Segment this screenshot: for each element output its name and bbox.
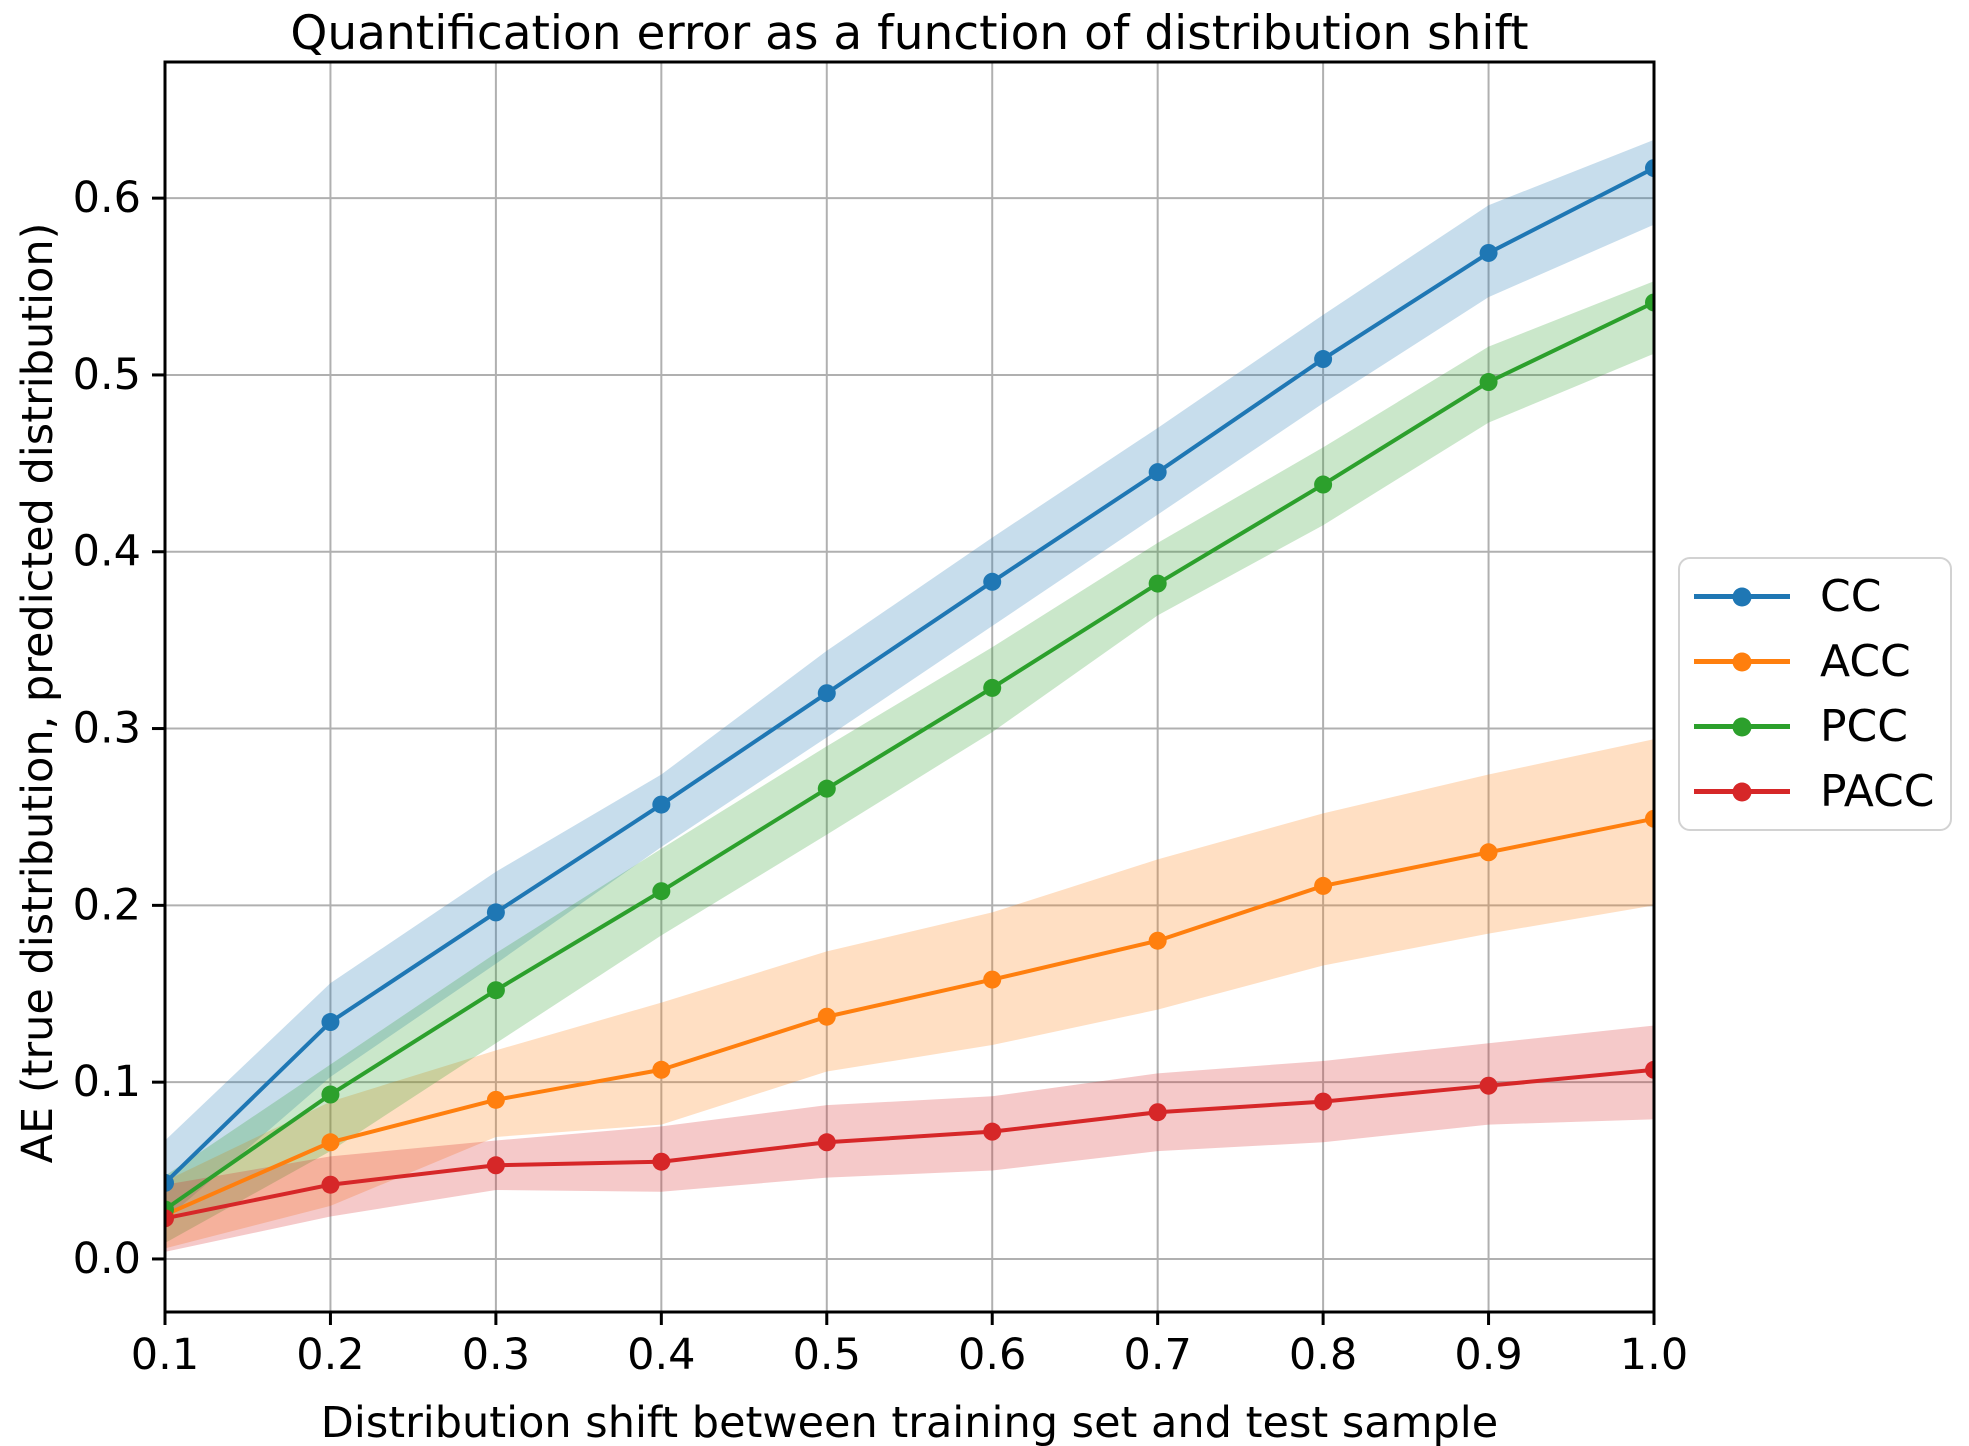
y-tick-label: 0.3 [73, 704, 141, 754]
marker-pacc [1479, 1076, 1498, 1095]
y-tick-label: 0.4 [73, 527, 141, 577]
marker-pcc [817, 779, 836, 798]
x-tick-label: 0.4 [627, 1330, 695, 1380]
marker-pcc [1479, 373, 1498, 392]
legend-line-sample [1694, 782, 1790, 801]
y-tick-label: 0.0 [73, 1234, 141, 1284]
x-tick-label: 0.5 [793, 1330, 861, 1380]
legend-marker-dot [1732, 782, 1752, 801]
legend-marker-dot [1732, 652, 1752, 671]
marker-cc [486, 903, 505, 922]
x-tick-label: 0.3 [462, 1330, 530, 1380]
marker-acc [1314, 876, 1333, 895]
x-tick-label: 0.2 [296, 1330, 364, 1380]
marker-pacc [1314, 1092, 1333, 1111]
legend-label: CC [1820, 571, 1882, 622]
marker-pcc [1314, 475, 1333, 494]
marker-acc [1479, 843, 1498, 862]
marker-acc [652, 1060, 671, 1079]
marker-pacc [321, 1175, 340, 1194]
marker-pacc [1148, 1103, 1167, 1122]
x-axis-label: Distribution shift between training set … [320, 1398, 1499, 1446]
marker-pacc [817, 1133, 836, 1152]
band-cc [165, 139, 1654, 1221]
marker-cc [165, 1173, 174, 1192]
y-tick-label: 0.2 [73, 880, 141, 930]
axes-spines [163, 60, 1656, 1314]
marker-pacc [652, 1152, 671, 1171]
legend-item-cc: CC [1694, 564, 1950, 629]
marker-cc [321, 1013, 340, 1032]
marker-pcc [486, 981, 505, 1000]
marker-pacc [486, 1156, 505, 1175]
marker-cc [817, 684, 836, 703]
x-tick-label: 0.6 [958, 1330, 1026, 1380]
marker-cc [652, 795, 671, 814]
marker-pcc [652, 882, 671, 901]
line-pcc [165, 300, 1654, 1212]
line-cc [165, 166, 1654, 1185]
marker-acc [817, 1007, 836, 1026]
marker-pcc [1645, 293, 1654, 312]
legend-line-sample [1694, 652, 1790, 671]
marker-acc [1645, 809, 1654, 828]
series-cc [165, 159, 1654, 1192]
legend-label: ACC [1820, 636, 1911, 687]
legend-item-pacc: PACC [1694, 759, 1950, 824]
x-tick-label: 0.1 [131, 1330, 199, 1380]
legend-label: PCC [1820, 701, 1908, 752]
marker-pcc [1148, 574, 1167, 593]
marker-acc [486, 1090, 505, 1109]
x-tick-label: 0.8 [1289, 1330, 1357, 1380]
legend-marker-dot [1732, 717, 1752, 736]
marker-cc [1148, 463, 1167, 482]
legend-marker-dot [1732, 587, 1752, 606]
marker-pacc [983, 1122, 1002, 1141]
series-lines [165, 159, 1654, 1228]
y-tick-label: 0.6 [73, 173, 141, 223]
band-acc [165, 739, 1654, 1249]
chart-title: Quantification error as a function of di… [290, 6, 1529, 61]
marker-acc [321, 1133, 340, 1152]
y-tick-label: 0.5 [73, 350, 141, 400]
series-pcc [165, 293, 1654, 1219]
x-tick-label: 0.9 [1454, 1330, 1522, 1380]
axis-ticks: 0.1 0.2 0.3 0.4 0.5 0.6 0.7 0.8 0.9 1.0 0.0 0.1 0.2 0… [73, 173, 1689, 1380]
legend-item-acc: ACC [1694, 629, 1950, 694]
x-tick-label: 0.7 [1123, 1330, 1191, 1380]
marker-cc [1479, 243, 1498, 262]
series-acc [165, 809, 1654, 1224]
marker-pacc [165, 1209, 174, 1228]
marker-pacc [1645, 1060, 1654, 1079]
legend: CC ACC PCC PACC [1678, 557, 1952, 831]
band-pcc [165, 281, 1654, 1244]
x-tick-label: 1.0 [1620, 1330, 1688, 1380]
legend-label: PACC [1820, 766, 1935, 817]
legend-line-sample [1694, 717, 1790, 736]
confidence-bands [165, 139, 1654, 1252]
marker-cc [1314, 350, 1333, 369]
line-acc [165, 816, 1654, 1217]
marker-pcc [983, 678, 1002, 697]
y-tick-label: 0.1 [73, 1057, 141, 1107]
line-pacc [165, 1067, 1654, 1221]
series-pacc [165, 1060, 1654, 1228]
marker-acc [983, 970, 1002, 989]
legend-line-sample [1694, 587, 1790, 606]
y-axis-label: AE (true distribution, predicted distrib… [13, 222, 63, 1164]
marker-cc [1645, 159, 1654, 178]
marker-cc [983, 572, 1002, 591]
marker-pcc [321, 1085, 340, 1104]
marker-acc [1148, 931, 1167, 950]
legend-item-pcc: PCC [1694, 694, 1950, 759]
